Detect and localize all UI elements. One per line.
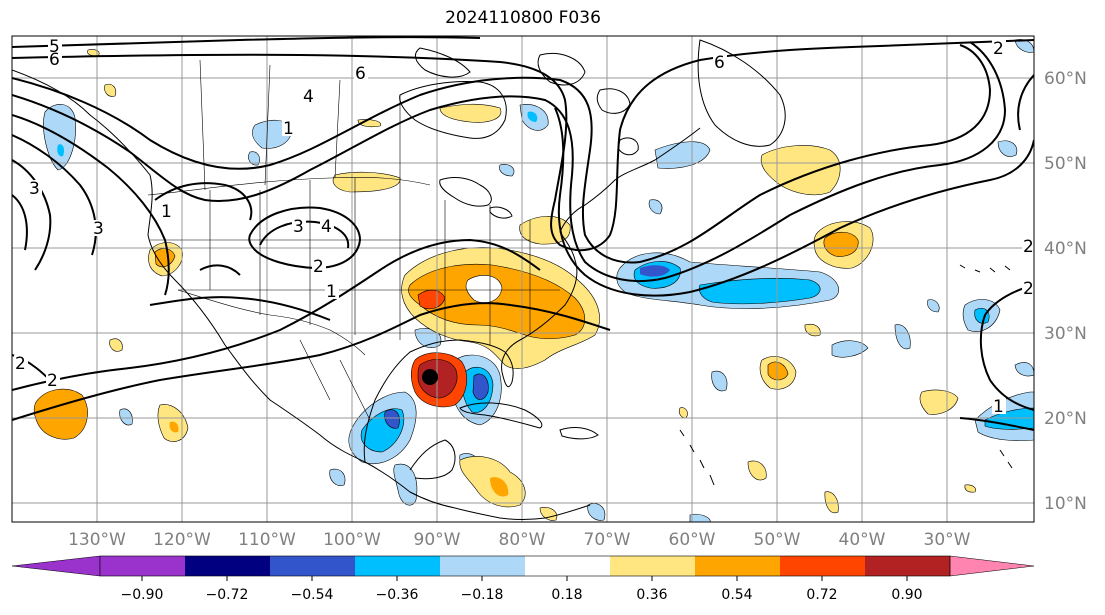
contour-label-3c: 3 bbox=[29, 179, 40, 199]
lat-label-50: 50°N bbox=[1044, 154, 1087, 174]
coastlines bbox=[12, 39, 1013, 520]
borders bbox=[147, 59, 560, 421]
lon-label-80: 80°W bbox=[499, 530, 546, 550]
contour-label-1b: 1 bbox=[326, 282, 337, 302]
contour-labels: 5 6 6 6 4 3 3 4 3 2 1 1 2 2 bbox=[14, 37, 1034, 417]
contour-label-5: 5 bbox=[49, 37, 60, 57]
lat-label-40: 40°N bbox=[1044, 239, 1087, 259]
lat-label-20: 20°N bbox=[1044, 409, 1087, 429]
lon-label-120: 120°W bbox=[153, 530, 211, 550]
map-title: 2024110800 F036 bbox=[445, 8, 601, 28]
colorbar-tick-label: 0.90 bbox=[891, 587, 922, 603]
colorbar-extend-high bbox=[949, 555, 1035, 577]
lon-label-110: 110°W bbox=[238, 530, 296, 550]
lat-label-30: 30°N bbox=[1044, 324, 1087, 344]
contour-label-1c: 1 bbox=[283, 119, 294, 139]
lon-label-100: 100°W bbox=[323, 530, 381, 550]
colorbar-tick-label: 0.54 bbox=[721, 587, 752, 603]
contour-label-1d: 1 bbox=[993, 397, 1004, 417]
colorbar-tick-label: 0.36 bbox=[636, 587, 667, 603]
contour-label-6: 6 bbox=[49, 50, 60, 70]
colorbar-segment bbox=[100, 556, 185, 576]
colorbar-segment bbox=[270, 556, 355, 576]
graticule bbox=[12, 36, 1034, 522]
map-frame bbox=[11, 35, 1035, 523]
lon-label-30: 30°W bbox=[924, 530, 971, 550]
contour-label-2: 2 bbox=[313, 257, 324, 277]
lon-label-130: 130°W bbox=[68, 530, 126, 550]
colorbar-tick-label: 0.18 bbox=[551, 587, 582, 603]
lon-label-60: 60°W bbox=[669, 530, 716, 550]
height-contours bbox=[12, 36, 1034, 431]
contour-label-4b: 4 bbox=[321, 217, 332, 237]
lon-label-50: 50°W bbox=[754, 530, 801, 550]
contour-label-2c: 2 bbox=[47, 371, 58, 391]
contour-label-2b: 2 bbox=[15, 354, 26, 374]
lon-label-90: 90°W bbox=[414, 530, 461, 550]
longitude-labels: 130°W 120°W 110°W 100°W 90°W 80°W 70°W 6… bbox=[68, 530, 971, 550]
lat-label-60: 60°N bbox=[1044, 69, 1087, 89]
lon-label-40: 40°W bbox=[839, 530, 886, 550]
contour-label-2f: 2 bbox=[1023, 237, 1034, 257]
colorbar-segment bbox=[525, 556, 610, 576]
colorbar-tick-label: 0.72 bbox=[806, 587, 837, 603]
map-content: 5 6 6 6 4 3 3 4 3 2 1 1 2 2 bbox=[12, 36, 1034, 522]
shaded-field bbox=[33, 39, 1034, 522]
colorbar-segment bbox=[185, 556, 270, 576]
colorbar-tick-label: −0.36 bbox=[376, 587, 419, 603]
storm-center-marker bbox=[422, 369, 438, 385]
colorbar-tick-label: −0.90 bbox=[121, 587, 164, 603]
contour-label-4: 4 bbox=[303, 87, 314, 107]
contour-label-2e: 2 bbox=[1023, 279, 1034, 299]
colorbar: −0.90 −0.72 −0.54 −0.36 −0.18 0.18 0.36 … bbox=[11, 555, 1035, 603]
colorbar-segment bbox=[355, 556, 440, 576]
latitude-labels: 60°N 50°N 40°N 30°N 20°N 10°N bbox=[1044, 69, 1087, 514]
contour-label-2d: 2 bbox=[993, 39, 1004, 59]
lat-label-10: 10°N bbox=[1044, 494, 1087, 514]
colorbar-tick-label: −0.72 bbox=[206, 587, 249, 603]
contour-label-6c: 6 bbox=[714, 53, 725, 73]
colorbar-extend-low bbox=[11, 555, 101, 577]
colorbar-segment bbox=[440, 556, 525, 576]
contour-label-3b: 3 bbox=[293, 217, 304, 237]
colorbar-segment bbox=[610, 556, 695, 576]
colorbar-segment bbox=[695, 556, 780, 576]
colorbar-segment bbox=[780, 556, 865, 576]
colorbar-tick-label: −0.54 bbox=[291, 587, 334, 603]
contour-label-3: 3 bbox=[93, 219, 104, 239]
lon-label-70: 70°W bbox=[584, 530, 631, 550]
colorbar-segment bbox=[865, 556, 950, 576]
contour-label-1: 1 bbox=[161, 202, 172, 222]
colorbar-tick-label: −0.18 bbox=[461, 587, 504, 603]
contour-label-6b: 6 bbox=[355, 64, 366, 84]
